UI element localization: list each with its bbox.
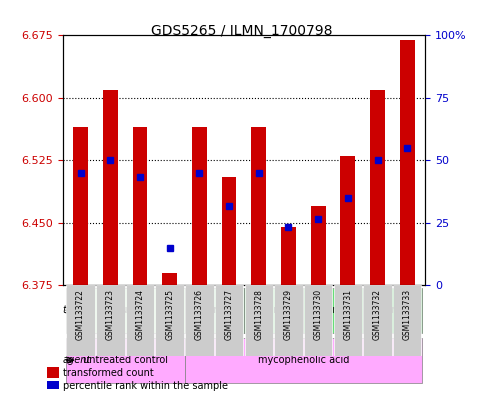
Bar — [281, 227, 296, 285]
Text: percentile rank within the sample: percentile rank within the sample — [63, 381, 228, 391]
Bar — [47, 367, 59, 378]
Text: GSM1133732: GSM1133732 — [373, 289, 382, 340]
FancyBboxPatch shape — [66, 288, 185, 333]
Text: GSM1133728: GSM1133728 — [254, 289, 263, 340]
FancyBboxPatch shape — [66, 338, 185, 383]
Bar — [162, 273, 177, 285]
FancyBboxPatch shape — [185, 288, 244, 333]
FancyBboxPatch shape — [303, 288, 363, 333]
FancyBboxPatch shape — [274, 285, 303, 356]
FancyBboxPatch shape — [363, 288, 422, 333]
Text: time: time — [63, 305, 85, 315]
FancyBboxPatch shape — [393, 285, 422, 356]
Text: GSM1133731: GSM1133731 — [343, 289, 352, 340]
Text: hour 0: hour 0 — [109, 305, 141, 315]
FancyBboxPatch shape — [363, 285, 392, 356]
FancyBboxPatch shape — [185, 338, 422, 383]
FancyBboxPatch shape — [244, 288, 303, 333]
Text: GSM1133730: GSM1133730 — [313, 289, 323, 340]
Text: transformed count: transformed count — [63, 367, 154, 378]
Text: agent: agent — [63, 355, 91, 365]
Text: GDS5265 / ILMN_1700798: GDS5265 / ILMN_1700798 — [151, 24, 332, 38]
Text: GSM1133724: GSM1133724 — [136, 289, 144, 340]
FancyBboxPatch shape — [244, 285, 273, 356]
Text: hour 24: hour 24 — [255, 305, 293, 315]
Text: GSM1133733: GSM1133733 — [403, 289, 412, 340]
Bar — [251, 127, 266, 285]
Bar — [341, 156, 355, 285]
FancyBboxPatch shape — [66, 285, 95, 356]
Text: hour 72: hour 72 — [373, 305, 412, 315]
Text: GSM1133725: GSM1133725 — [165, 289, 174, 340]
Bar — [222, 177, 237, 285]
Text: GSM1133726: GSM1133726 — [195, 289, 204, 340]
FancyBboxPatch shape — [126, 285, 154, 356]
Bar — [311, 206, 326, 285]
Bar — [73, 127, 88, 285]
Bar — [103, 90, 118, 285]
FancyBboxPatch shape — [156, 285, 184, 356]
Text: hour 48: hour 48 — [314, 305, 352, 315]
Text: mycophenolic acid: mycophenolic acid — [257, 355, 349, 365]
Text: untreated control: untreated control — [83, 355, 168, 365]
FancyBboxPatch shape — [185, 285, 213, 356]
Text: GSM1133722: GSM1133722 — [76, 289, 85, 340]
Bar — [47, 381, 59, 392]
Text: GSM1133729: GSM1133729 — [284, 289, 293, 340]
Text: hour 12: hour 12 — [195, 305, 233, 315]
Bar — [400, 40, 414, 285]
Text: GSM1133723: GSM1133723 — [106, 289, 115, 340]
FancyBboxPatch shape — [215, 285, 243, 356]
FancyBboxPatch shape — [304, 285, 332, 356]
Text: GSM1133727: GSM1133727 — [225, 289, 234, 340]
Bar — [132, 127, 147, 285]
FancyBboxPatch shape — [96, 285, 125, 356]
Bar — [192, 127, 207, 285]
FancyBboxPatch shape — [334, 285, 362, 356]
Bar — [370, 90, 385, 285]
